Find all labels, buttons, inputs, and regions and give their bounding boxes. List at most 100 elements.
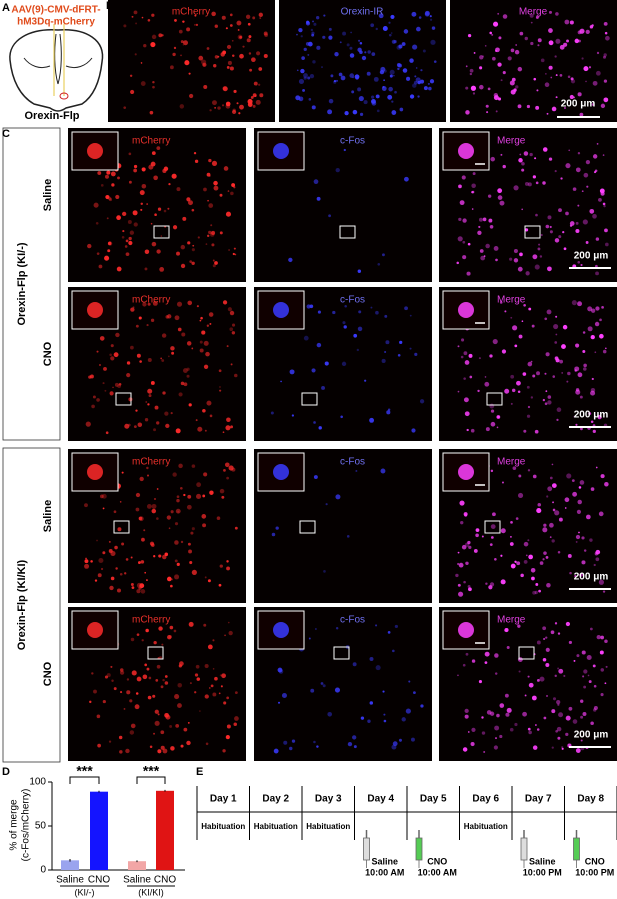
- cell: [172, 52, 176, 57]
- cell: [497, 415, 500, 419]
- cell: [166, 515, 172, 520]
- cell: [500, 153, 503, 156]
- cell: [522, 711, 527, 717]
- cell: [555, 12, 559, 16]
- cell: [238, 112, 241, 115]
- cell: [99, 336, 105, 341]
- cell: [193, 152, 197, 155]
- cell: [156, 146, 161, 151]
- cell: [132, 210, 138, 216]
- cell: [231, 331, 236, 335]
- cell: [100, 183, 104, 187]
- cell: [600, 693, 604, 697]
- activity-label: Habituation: [306, 822, 350, 831]
- roi-box: [524, 225, 541, 239]
- cell: [577, 152, 581, 155]
- cell: [489, 403, 495, 409]
- cell: [172, 225, 178, 230]
- cell: [557, 632, 561, 635]
- cell: [104, 255, 110, 261]
- cell: [592, 664, 596, 668]
- cell: [226, 566, 230, 571]
- cell: [388, 86, 393, 92]
- cell: [499, 200, 505, 206]
- cell: [602, 202, 606, 206]
- drug-label: Saline: [371, 856, 398, 866]
- cell: [591, 103, 595, 106]
- cell: [117, 176, 120, 180]
- cell: [545, 224, 550, 229]
- cell: [478, 357, 481, 360]
- cell: [492, 56, 496, 61]
- cell: [140, 589, 146, 594]
- scale-bar-label: 200 μm: [574, 572, 609, 583]
- cell: [486, 111, 489, 114]
- cell: [590, 487, 595, 491]
- cell: [419, 79, 425, 84]
- cell: [174, 574, 180, 580]
- cell: [431, 26, 436, 30]
- cell: [403, 29, 409, 34]
- cell: [512, 325, 518, 331]
- cell: [564, 19, 570, 25]
- cell: [213, 180, 218, 186]
- cell: [575, 389, 581, 395]
- cell: [110, 550, 116, 556]
- cell: [203, 472, 208, 477]
- cell: [202, 62, 207, 67]
- cell: [532, 374, 536, 378]
- cell: [171, 351, 175, 355]
- cell: [542, 558, 545, 561]
- cell: [210, 684, 214, 688]
- cell: [324, 361, 329, 366]
- cell: [146, 504, 152, 509]
- cell: [205, 351, 210, 357]
- cell: [559, 74, 563, 77]
- cell: [588, 680, 592, 684]
- cell: [353, 333, 358, 338]
- cell: [328, 27, 332, 31]
- cell: [309, 74, 315, 79]
- drug-label: Saline: [529, 856, 556, 866]
- cell: [174, 694, 180, 700]
- cell: [316, 342, 322, 348]
- cell: [191, 208, 195, 212]
- cell: [531, 695, 537, 701]
- cell: [592, 429, 596, 434]
- cell: [517, 104, 522, 109]
- cell: [591, 377, 594, 381]
- cell: [577, 204, 580, 207]
- cell: [600, 635, 605, 640]
- cell: [307, 76, 311, 80]
- roi-box: [339, 225, 356, 239]
- cell: [167, 635, 172, 640]
- cell: [481, 716, 484, 719]
- cell: [159, 267, 165, 272]
- cell: [542, 398, 546, 402]
- cell: [113, 687, 117, 691]
- cell: [214, 55, 219, 59]
- cell: [471, 208, 474, 210]
- cell: [529, 152, 533, 157]
- cell: [180, 540, 184, 544]
- cell: [386, 410, 391, 415]
- cell: [128, 180, 132, 184]
- cell: [217, 106, 221, 110]
- cell: [196, 677, 201, 681]
- cell: [557, 703, 560, 706]
- cell: [124, 572, 127, 575]
- cell: [544, 317, 548, 321]
- cell: [529, 13, 534, 18]
- cell: [488, 218, 493, 223]
- cell: [501, 481, 504, 484]
- cell: [157, 207, 162, 211]
- cell: [579, 480, 585, 485]
- cell: [582, 711, 587, 716]
- cell: [162, 391, 166, 395]
- cell: [196, 493, 202, 499]
- cell: [89, 700, 92, 704]
- cell: [179, 486, 183, 490]
- cell: [555, 96, 558, 99]
- cell: [600, 191, 605, 196]
- cell: [207, 199, 209, 202]
